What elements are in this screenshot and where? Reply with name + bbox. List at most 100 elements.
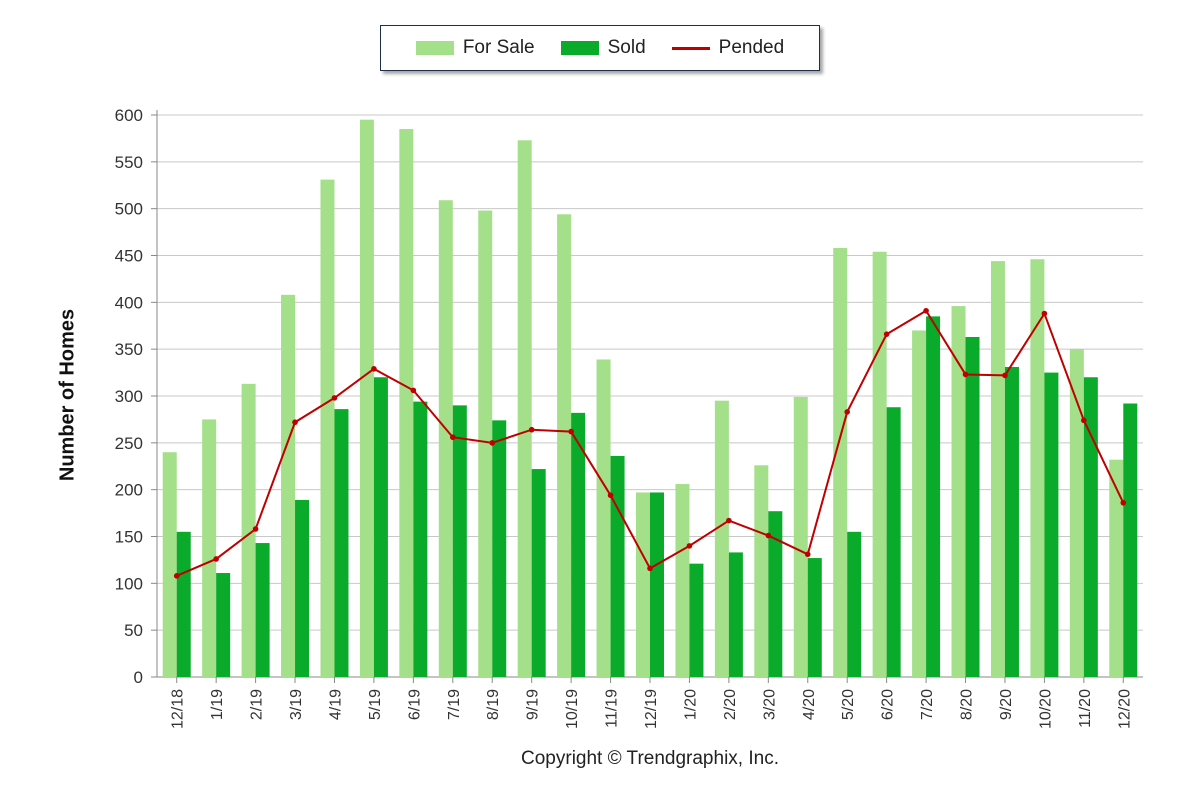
bar-for-sale xyxy=(1109,459,1124,677)
x-tick-label: 2/19 xyxy=(249,689,266,720)
bar-for-sale xyxy=(162,452,177,677)
point-pended xyxy=(804,551,811,558)
point-pended xyxy=(371,366,377,372)
point-pended xyxy=(528,426,535,433)
bar-sold xyxy=(216,573,231,677)
y-tick-label: 250 xyxy=(115,434,143,453)
legend-item-for-sale: For Sale xyxy=(415,37,535,59)
bar-sold xyxy=(1123,403,1138,677)
bar-for-sale xyxy=(636,492,650,677)
y-tick-label: 100 xyxy=(115,574,143,593)
point-pended xyxy=(292,419,298,426)
y-axis-label: Number of Homes xyxy=(56,308,79,482)
point-pended xyxy=(844,409,850,415)
x-tick-label: 6/20 xyxy=(880,689,897,720)
x-tick-label: 5/19 xyxy=(367,689,384,720)
x-tick-label: 10/19 xyxy=(564,689,581,729)
y-tick-label: 50 xyxy=(124,621,143,640)
y-tick-label: 0 xyxy=(134,668,143,687)
point-pended xyxy=(962,371,969,378)
x-tick-label: 1/19 xyxy=(209,689,226,720)
legend-swatch-sold xyxy=(560,41,599,55)
x-tick-label: 4/20 xyxy=(801,689,818,720)
legend-label-pended: Pended xyxy=(718,37,785,58)
bar-for-sale xyxy=(517,140,532,678)
bar-for-sale xyxy=(951,306,966,677)
bar-sold xyxy=(1083,377,1098,677)
bar-for-sale xyxy=(438,200,453,677)
x-tick-label: 11/20 xyxy=(1077,689,1094,728)
bar-sold xyxy=(886,407,901,677)
x-tick-label: 12/20 xyxy=(1116,689,1133,729)
bar-sold xyxy=(373,377,388,677)
x-tick-label: 10/20 xyxy=(1037,689,1054,729)
legend-label-sold: Sold xyxy=(607,37,646,58)
x-tick-label: 1/20 xyxy=(682,689,699,720)
copyright-text: Copyright © Trendgraphix, Inc. xyxy=(521,748,779,769)
bar-for-sale xyxy=(833,248,848,678)
y-tick-label: 300 xyxy=(115,387,143,406)
bar-sold xyxy=(728,552,743,677)
legend-label-for-sale: For Sale xyxy=(462,37,535,58)
x-tick-label: 3/19 xyxy=(288,689,305,720)
bar-sold xyxy=(413,401,428,677)
bar-for-sale xyxy=(1069,349,1084,677)
bar-for-sale xyxy=(1030,259,1045,677)
bar-sold xyxy=(452,405,467,677)
bar-sold xyxy=(965,336,980,677)
bar-for-sale xyxy=(359,119,374,677)
x-tick-label: 4/19 xyxy=(327,689,344,720)
bar-sold xyxy=(334,409,349,677)
x-tick-label: 5/20 xyxy=(840,689,857,720)
y-tick-label: 500 xyxy=(115,200,143,219)
point-pended xyxy=(1081,417,1087,424)
legend-swatch-for-sale xyxy=(415,41,454,55)
bar-sold xyxy=(768,511,783,677)
point-pended xyxy=(331,395,338,401)
bar-for-sale xyxy=(714,400,729,677)
legend-swatch-pended xyxy=(671,46,710,50)
y-tick-label: 550 xyxy=(115,153,143,172)
point-pended xyxy=(765,532,772,539)
point-pended xyxy=(252,526,259,532)
x-tick-label: 8/19 xyxy=(485,689,502,720)
point-pended xyxy=(1041,310,1048,317)
bar-for-sale xyxy=(675,484,690,677)
bar-sold xyxy=(807,558,822,677)
bar-sold xyxy=(1004,366,1019,677)
bar-for-sale xyxy=(557,214,572,677)
bar-for-sale xyxy=(281,294,296,677)
bar-for-sale xyxy=(202,419,217,677)
x-tick-label: 11/19 xyxy=(604,689,621,728)
y-tick-label: 200 xyxy=(115,481,143,500)
point-pended xyxy=(489,440,496,446)
bar-for-sale xyxy=(912,330,927,677)
bar-sold xyxy=(531,469,546,677)
bar-for-sale xyxy=(399,129,414,678)
bar-for-sale xyxy=(990,261,1005,677)
y-tick-label: 600 xyxy=(115,106,143,125)
bar-sold xyxy=(571,412,586,677)
point-pended xyxy=(213,556,219,562)
x-tick-label: 9/19 xyxy=(525,689,542,720)
bar-for-sale xyxy=(478,210,493,678)
y-tick-label: 350 xyxy=(115,340,143,359)
point-pended xyxy=(883,331,890,337)
bar-for-sale xyxy=(596,359,611,677)
x-tick-label: 8/20 xyxy=(959,689,976,720)
point-pended xyxy=(726,517,732,524)
point-pended xyxy=(173,573,180,579)
bar-sold xyxy=(295,499,310,677)
bar-for-sale xyxy=(320,179,335,677)
x-tick-label: 7/19 xyxy=(446,689,463,720)
bar-sold xyxy=(176,531,191,677)
bar-sold xyxy=(847,531,862,677)
point-pended xyxy=(923,307,929,314)
x-tick-label: 6/19 xyxy=(406,689,423,720)
point-pended xyxy=(450,434,456,441)
bar-sold xyxy=(650,492,664,677)
point-pended xyxy=(568,428,574,435)
point-pended xyxy=(686,543,693,549)
bar-sold xyxy=(492,420,507,677)
